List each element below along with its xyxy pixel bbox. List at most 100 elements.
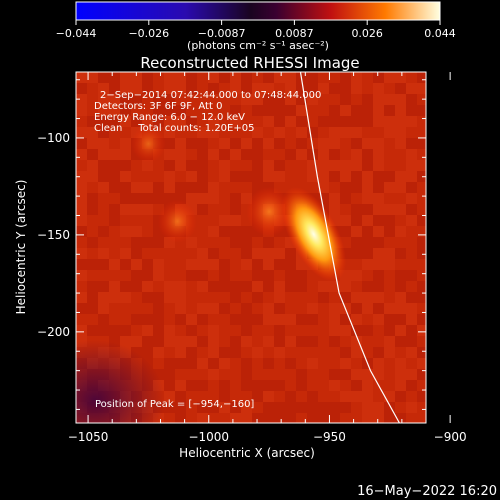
heatmap-cell bbox=[296, 259, 307, 270]
heatmap-cell bbox=[406, 127, 417, 138]
heatmap-cell bbox=[120, 94, 131, 105]
heatmap-cell bbox=[87, 83, 98, 94]
heatmap-cell bbox=[417, 237, 426, 248]
heatmap-cell bbox=[329, 325, 340, 336]
heatmap-cell bbox=[87, 171, 98, 182]
heatmap-cell bbox=[241, 182, 252, 193]
heatmap-cell bbox=[329, 292, 340, 303]
heatmap-cell bbox=[87, 215, 98, 226]
heatmap-cell bbox=[109, 72, 120, 83]
heatmap-cell bbox=[351, 160, 362, 171]
heatmap-cell bbox=[164, 127, 175, 138]
heatmap-cell bbox=[142, 237, 153, 248]
heatmap-cell bbox=[340, 358, 351, 369]
heatmap-cell bbox=[208, 336, 219, 347]
heatmap-cell bbox=[219, 149, 230, 160]
heatmap-cell bbox=[197, 413, 208, 423]
heatmap-cell bbox=[87, 270, 98, 281]
heatmap-cell bbox=[296, 281, 307, 292]
heatmap-cell bbox=[219, 193, 230, 204]
heatmap-cell bbox=[219, 204, 230, 215]
heatmap-cell bbox=[230, 336, 241, 347]
heatmap-cell bbox=[340, 248, 351, 259]
heatmap-cell bbox=[219, 314, 230, 325]
heatmap-cell bbox=[252, 292, 263, 303]
heatmap-cell bbox=[175, 105, 186, 116]
heatmap-cell bbox=[241, 160, 252, 171]
heatmap-cell bbox=[395, 193, 406, 204]
heatmap-cell bbox=[362, 72, 373, 83]
heatmap-cell bbox=[351, 182, 362, 193]
heatmap-cell bbox=[274, 413, 285, 423]
heatmap-cell bbox=[109, 303, 120, 314]
heatmap-cell bbox=[329, 105, 340, 116]
heatmap-cell bbox=[230, 347, 241, 358]
heatmap-cell bbox=[98, 204, 109, 215]
heatmap-cell bbox=[351, 193, 362, 204]
heatmap-cell bbox=[208, 171, 219, 182]
heatmap-cell bbox=[296, 149, 307, 160]
heatmap-cell bbox=[406, 369, 417, 380]
heatmap-cell bbox=[109, 281, 120, 292]
heatmap-cell bbox=[175, 369, 186, 380]
heatmap-cell bbox=[296, 171, 307, 182]
heatmap-cell bbox=[362, 83, 373, 94]
heatmap-cell bbox=[285, 369, 296, 380]
heatmap-cell bbox=[307, 303, 318, 314]
heatmap-cell bbox=[417, 182, 426, 193]
heatmap-cell bbox=[208, 127, 219, 138]
colorbar-unit-label: (photons cm⁻² s⁻¹ asec⁻²) bbox=[187, 39, 329, 52]
heatmap-cell bbox=[186, 402, 197, 413]
heatmap-cell bbox=[252, 72, 263, 83]
y-tick-label: −200 bbox=[37, 325, 70, 339]
heatmap-cell bbox=[241, 336, 252, 347]
heatmap-cell bbox=[274, 358, 285, 369]
heatmap-cell bbox=[131, 83, 142, 94]
heatmap-cell bbox=[340, 325, 351, 336]
heatmap-cell bbox=[76, 182, 87, 193]
heatmap-cell bbox=[153, 336, 164, 347]
heatmap-cell bbox=[142, 105, 153, 116]
heatmap-cell bbox=[406, 325, 417, 336]
heatmap-cell bbox=[417, 204, 426, 215]
heatmap-cell bbox=[307, 292, 318, 303]
heatmap-cell bbox=[98, 105, 109, 116]
heatmap-cell bbox=[241, 105, 252, 116]
heatmap-cell bbox=[285, 171, 296, 182]
heatmap-cell bbox=[296, 116, 307, 127]
heatmap-cell bbox=[263, 303, 274, 314]
heatmap-cell bbox=[98, 215, 109, 226]
heatmap-cell bbox=[186, 369, 197, 380]
heatmap-cell bbox=[384, 358, 395, 369]
heatmap-cell bbox=[340, 369, 351, 380]
heatmap-cell bbox=[153, 358, 164, 369]
heatmap-cell bbox=[318, 149, 329, 160]
heatmap-cell bbox=[131, 160, 142, 171]
heatmap-cell bbox=[329, 138, 340, 149]
heatmap-cell bbox=[329, 303, 340, 314]
heatmap-cell bbox=[362, 259, 373, 270]
heatmap-cell bbox=[395, 325, 406, 336]
heatmap-cell bbox=[153, 281, 164, 292]
heatmap-cell bbox=[219, 138, 230, 149]
heatmap-cell bbox=[109, 160, 120, 171]
heatmap-cell bbox=[395, 303, 406, 314]
heatmap-cell bbox=[142, 204, 153, 215]
heatmap-cell bbox=[373, 402, 384, 413]
heatmap-cell bbox=[219, 369, 230, 380]
heatmap-cell bbox=[417, 336, 426, 347]
heatmap-cell bbox=[197, 248, 208, 259]
heatmap-cell bbox=[76, 138, 87, 149]
heatmap-cell bbox=[120, 259, 131, 270]
heatmap-cell bbox=[362, 94, 373, 105]
heatmap-cell bbox=[186, 347, 197, 358]
heatmap-cell bbox=[340, 215, 351, 226]
heatmap-cell bbox=[274, 160, 285, 171]
heatmap-cell bbox=[318, 138, 329, 149]
heatmap-cell bbox=[241, 72, 252, 83]
heatmap-cell bbox=[406, 259, 417, 270]
heatmap-cell bbox=[98, 237, 109, 248]
heatmap-cell bbox=[142, 325, 153, 336]
heatmap-cell bbox=[98, 160, 109, 171]
heatmap-cell bbox=[274, 270, 285, 281]
